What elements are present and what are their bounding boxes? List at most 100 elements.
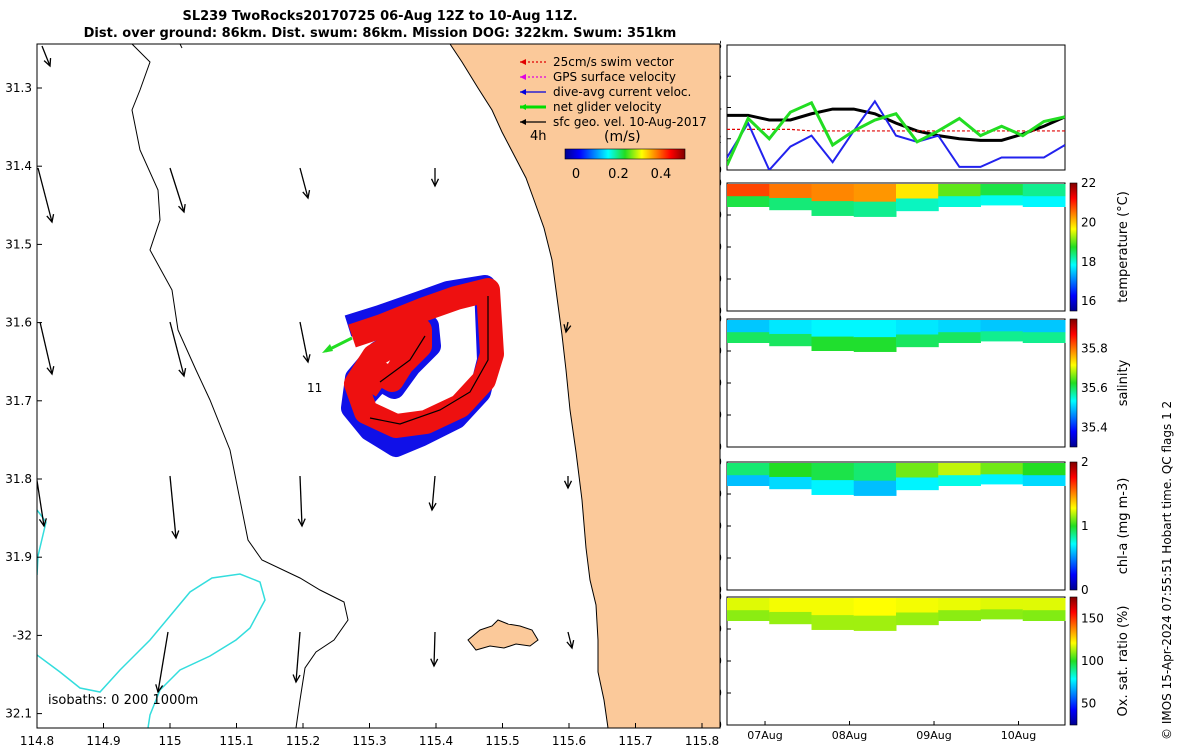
profile-colorbar — [1069, 182, 1078, 312]
profile-upper-cell — [853, 320, 897, 339]
legend-entry: GPS surface velocity — [520, 70, 676, 84]
profile-colorbar-label: salinity — [1116, 359, 1131, 406]
map-x-tick-label: 115.2 — [286, 734, 320, 748]
map-frame — [36, 43, 721, 729]
profile-lower-cell — [853, 201, 897, 217]
profile-upper-cell — [896, 598, 939, 614]
legend-corner-label: 4h — [530, 129, 547, 144]
surface-velocity-arrow — [566, 631, 575, 650]
profile-upper-cell — [853, 184, 897, 203]
profile-panel-2: 050100150200Depth (m)35.435.635.8salinit… — [720, 312, 1131, 454]
profile-y-tick-label: 100 — [720, 654, 722, 668]
colorbar-unit: (m/s) — [604, 129, 641, 145]
profile-lower-cell — [727, 196, 770, 207]
coastline — [449, 44, 609, 728]
profile-y-tick-label: 150 — [720, 272, 722, 286]
map-y-ticks: 31.3 31.4 31.5 31.6 31.7 31.8 31.9 -32 32.1 — [5, 81, 42, 721]
profile-y-tick-label: 0 — [720, 455, 722, 469]
profile-lower-cell — [727, 610, 770, 621]
surface-velocity-arrow — [169, 475, 180, 540]
profile-y-tick-label: 0 — [720, 176, 722, 190]
profile-lower-cell — [811, 336, 855, 351]
profile-lower-cell — [769, 476, 812, 490]
map-y-tick-label: 31.8 — [5, 472, 32, 486]
profile-y-tick-label: 100 — [720, 376, 722, 390]
profile-upper-cell — [896, 184, 939, 200]
profile-colorbar-tick: 35.8 — [1081, 342, 1108, 356]
profile-lower-cell — [727, 332, 770, 343]
legend-entry: net glider velocity — [520, 100, 661, 114]
legend-arrowhead — [520, 119, 526, 125]
surface-velocity-arrow — [297, 475, 306, 528]
chart-title-line1: SL239 TwoRocks20170725 06-Aug 12Z to 10-… — [182, 9, 578, 24]
speed-colorbar-ticks: 0 0.2 0.4 — [572, 167, 671, 182]
profile-upper-cell — [769, 598, 812, 613]
profile-lower-cell — [853, 615, 897, 631]
legend-label: sfc geo. vel. 10-Aug-2017 — [553, 115, 707, 129]
legend-entry: sfc geo. vel. 10-Aug-2017 — [520, 115, 707, 129]
profile-upper-cell — [769, 184, 812, 199]
profile-upper-cell — [980, 320, 1024, 333]
velocity-panel: 00.20.40.60.8velocity magnitude (m/s) — [720, 38, 1066, 177]
legend-entry: dive-avg current veloc. — [520, 85, 691, 99]
profile-lower-cell — [1022, 475, 1066, 486]
profile-upper-cell — [980, 463, 1024, 476]
colorbar-tick-label: 0 — [572, 167, 580, 182]
map-y-tick-label: 31.5 — [5, 237, 32, 251]
track-start-label: 11 — [307, 381, 322, 395]
profile-y-tick-label: 0 — [720, 312, 722, 326]
profile-colorbar-tick: 22 — [1081, 176, 1096, 190]
profile-colorbar — [1069, 596, 1078, 726]
profile-colorbar-tick: 2 — [1081, 455, 1089, 469]
profile-lower-cell — [769, 197, 812, 211]
map-x-tick-label: 115.8 — [685, 734, 719, 748]
legend-label: 25cm/s swim vector — [553, 55, 674, 69]
legend-arrowhead — [520, 59, 526, 65]
profile-upper-cell — [727, 598, 770, 612]
profile-colorbar-tick: 18 — [1081, 255, 1096, 269]
profile-upper-cell — [1022, 463, 1066, 477]
map-x-ticks: 114.8 114.9 115 115.1 115.2 115.3 115.4 115.5 11… — [20, 723, 719, 748]
profile-lower-cell — [769, 333, 812, 347]
map-x-tick-label: 115.1 — [219, 734, 253, 748]
map-y-tick-label: 31.9 — [5, 550, 32, 564]
net-glider-velocity-arrow — [322, 336, 353, 353]
map-y-tick-label: 31.3 — [5, 81, 32, 95]
velocity-series-green — [727, 100, 1065, 166]
profile-lower-cell — [938, 196, 981, 207]
profile-lower-cell — [896, 334, 939, 348]
legend-label: GPS surface velocity — [553, 70, 676, 84]
surface-velocity-arrow — [428, 475, 437, 512]
profile-colorbar-tick: 1 — [1081, 519, 1089, 533]
profile-upper-cell — [938, 463, 981, 477]
surface-velocity-arrow — [155, 631, 169, 694]
profile-y-tick-label: 200 — [720, 718, 722, 732]
profile-colorbar-tick: 35.4 — [1081, 420, 1108, 434]
time-x-tick-label: 09Aug — [916, 729, 951, 742]
surface-velocity-arrow — [37, 476, 47, 528]
profile-panels: 00.20.40.60.8velocity magnitude (m/s)050… — [720, 38, 1131, 742]
profile-lower-cell — [853, 337, 897, 352]
map-x-tick-label: 115.4 — [419, 734, 453, 748]
profile-lower-cell — [938, 332, 981, 343]
profile-upper-cell — [811, 184, 855, 203]
profile-y-tick-label: 0 — [720, 590, 722, 604]
surface-velocity-arrow — [430, 631, 439, 668]
velocity-y-tick-label: 0 — [720, 163, 722, 177]
profile-upper-cell — [727, 463, 770, 477]
profile-colorbar-tick: 0 — [1081, 583, 1089, 597]
profile-upper-cell — [1022, 184, 1066, 198]
profile-lower-cell — [980, 195, 1024, 206]
profile-y-tick-label: 200 — [720, 304, 722, 318]
velocity-y-tick-label: 0.8 — [720, 38, 722, 52]
glider-map: 11 114.8 114.9 115 115.1 115.2 115.3 115.4 115.… — [5, 43, 721, 748]
profile-lower-cell — [896, 477, 939, 491]
profile-lower-cell — [853, 480, 897, 496]
chart-title-line2: Dist. over ground: 86km. Dist. swum: 86k… — [83, 26, 677, 41]
profile-upper-cell — [727, 184, 770, 198]
profile-y-tick-label: 50 — [720, 487, 722, 501]
surface-velocity-arrow — [563, 476, 573, 490]
